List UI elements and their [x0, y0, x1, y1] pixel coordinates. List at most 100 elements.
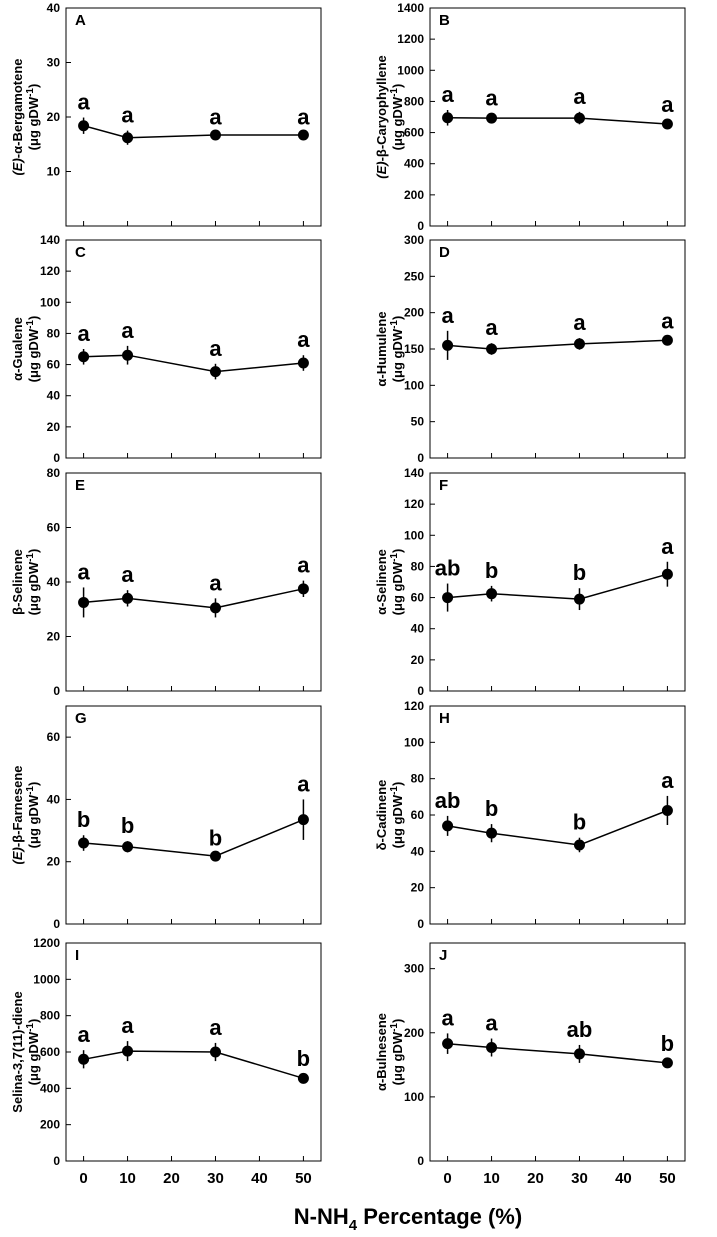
panel-a-series-line	[83, 124, 304, 139]
panel-a-ytick-label: 10	[47, 165, 61, 179]
panel-h-ytick-label: 80	[411, 772, 425, 786]
panel-c-ytick-label: 20	[47, 420, 61, 434]
panel-i-ytick-label: 0	[53, 1154, 60, 1168]
panel-e-letter: E	[75, 477, 85, 494]
panel-g-data-point	[122, 841, 134, 853]
panel-f-ytick-label: 140	[404, 466, 424, 480]
ylabel-compound-name: Selina-3,7(11)-diene	[10, 991, 25, 1112]
panel-a-significance-letter: a	[297, 104, 310, 129]
panel-a-significance-letter: a	[121, 103, 134, 128]
panel-h-significance-letter: b	[485, 796, 498, 821]
panel-h-ytick-label: 120	[404, 699, 424, 713]
panel-f-ytick-label: 20	[411, 653, 425, 667]
panel-h-ytick-label: 0	[417, 917, 424, 931]
ylabel-compound-name: α-Humulene	[374, 311, 389, 386]
panel-h-data-point	[442, 820, 454, 832]
panel-d-ytick-label: 300	[404, 233, 424, 247]
panel-i-data-point	[297, 1072, 309, 1084]
panel-f-data-point	[661, 568, 673, 580]
panel-f-ytick-label: 80	[411, 559, 425, 573]
panel-i-ytick-label: 600	[40, 1045, 60, 1059]
panel-h-significance-letter: ab	[435, 788, 461, 813]
x-tick-label: 10	[119, 1170, 136, 1187]
panel-j-significance-letter: ab	[567, 1017, 593, 1042]
panel-d-data-point	[661, 334, 673, 346]
x-tick-label: 20	[163, 1170, 180, 1187]
panel-h-series-line	[447, 809, 668, 846]
ylabel-compound-name: α-Selinene	[374, 549, 389, 615]
ylabel-compound-name: -β-Farnesene	[10, 766, 25, 848]
panel-i-data-point	[122, 1045, 134, 1057]
panel-f-series-line	[447, 573, 668, 600]
panel-e-data-point	[297, 583, 309, 595]
panel-c-ytick-label: 100	[40, 295, 60, 309]
panel-f-frame	[429, 472, 686, 692]
panel-e-significance-letter: a	[209, 570, 222, 595]
ylabel-compound-name: α-Bulnesene	[374, 1013, 389, 1091]
panel-b-ytick-label: 1000	[397, 63, 424, 77]
panel-f-ytick-label: 100	[404, 528, 424, 542]
panel-g-ytick-label: 60	[47, 730, 61, 744]
x-tick-label: 50	[295, 1170, 312, 1187]
panel-d-ytick-label: 150	[404, 342, 424, 356]
panel-i-ytick-label: 1200	[33, 936, 60, 950]
panel-f-significance-letter: b	[573, 560, 586, 585]
panel-c-ytick-label: 120	[40, 264, 60, 278]
panel-f-significance-letter: a	[661, 534, 674, 559]
panel-b-frame	[429, 7, 686, 227]
x-tick-label: 20	[527, 1170, 544, 1187]
panel-g-significance-letter: a	[297, 771, 310, 796]
panel-g-letter: G	[75, 710, 87, 727]
panel-g-data-point	[209, 850, 221, 862]
panel-c-data-point	[122, 349, 134, 361]
panel-c-data-point	[78, 351, 90, 363]
panel-b-series-line	[447, 117, 668, 125]
panel-g-series-line	[83, 819, 304, 857]
panel-f-ytick-label: 0	[417, 684, 424, 698]
panel-j-ylabel-unit: (μg gDW-1)	[389, 1019, 405, 1086]
panel-h-ylabel-unit: (μg gDW-1)	[389, 782, 405, 849]
ylabel-compound-name: -α-Bergamotene	[10, 58, 25, 158]
panel-b-ytick-label: 600	[404, 126, 424, 140]
panel-f-ytick-label: 40	[411, 622, 425, 636]
panel-g-significance-letter: b	[77, 807, 90, 832]
panel-d-ylabel: α-Humulene	[374, 311, 389, 386]
panel-e-ytick-label: 40	[47, 575, 61, 589]
panel-c-ytick-label: 60	[47, 358, 61, 372]
panel-i-significance-letter: a	[77, 1022, 90, 1047]
panel-d: D 0 50 100 150 200 250 300 α-Humulene (μg gDW-1) a…	[374, 233, 686, 465]
panel-c-letter: C	[75, 244, 86, 261]
panel-j-significance-letter: a	[441, 1005, 454, 1030]
panel-h-data-point	[573, 839, 585, 851]
panel-e-ytick-label: 0	[53, 684, 60, 698]
panel-g-ylabel-unit: (μg gDW-1)	[25, 782, 41, 849]
panel-i-series-line	[83, 1050, 304, 1080]
panel-e-data-point	[209, 602, 221, 614]
panel-c-data-point	[209, 366, 221, 378]
panel-a-letter: A	[75, 12, 86, 29]
panel-h-significance-letter: a	[661, 768, 674, 793]
panel-b-ytick-label: 0	[417, 219, 424, 233]
x-tick-label: 40	[615, 1170, 632, 1187]
panel-c-ytick-label: 140	[40, 233, 60, 247]
panel-b-data-point	[442, 112, 454, 124]
panel-c-data-point	[297, 357, 309, 369]
panel-i-significance-letter: a	[209, 1015, 222, 1040]
x-tick-label: 50	[659, 1170, 676, 1187]
panel-c-ytick-label: 80	[47, 326, 61, 340]
panel-f-data-point	[486, 588, 498, 600]
panel-f-ytick-label: 60	[411, 591, 425, 605]
panel-j-data-point	[661, 1057, 673, 1069]
panel-i-data-point	[78, 1053, 90, 1065]
panel-f-significance-letter: b	[485, 558, 498, 583]
panel-c-significance-letter: a	[297, 327, 310, 352]
panel-h-ytick-label: 40	[411, 844, 425, 858]
panel-g-ytick-label: 40	[47, 792, 61, 806]
panel-i-ylabel-unit: (μg gDW-1)	[25, 1019, 41, 1086]
panel-d-significance-letter: a	[441, 303, 454, 328]
panel-e-ylabel: β-Selinene	[10, 549, 25, 615]
panel-d-data-point	[442, 339, 454, 351]
panel-b-significance-letter: a	[661, 92, 674, 117]
panel-i-ytick-label: 400	[40, 1081, 60, 1095]
